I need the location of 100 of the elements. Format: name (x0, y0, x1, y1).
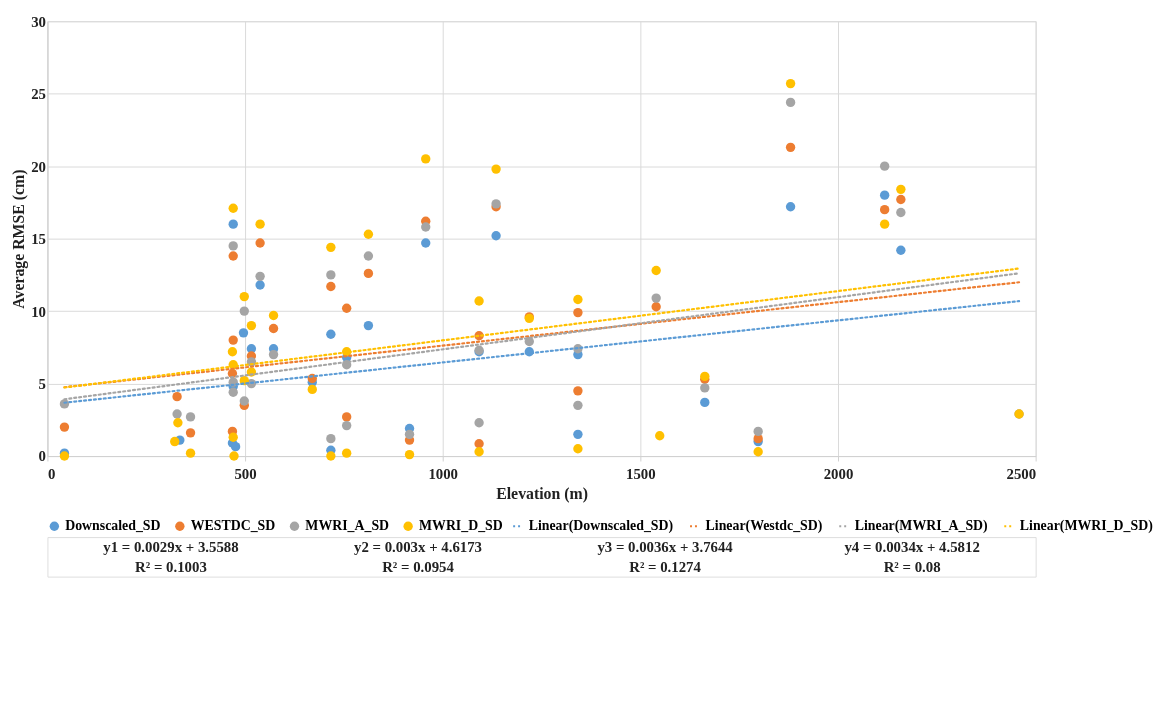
point (879, 204, 890, 215)
x-tick-label: 500 (234, 466, 257, 483)
legend-label: Linear(MWRI_A_SD) (854, 518, 988, 535)
point (341, 420, 352, 431)
point (474, 447, 484, 457)
point (229, 451, 239, 461)
point (341, 303, 352, 313)
point (185, 428, 196, 438)
point (879, 190, 890, 200)
point (230, 441, 241, 452)
point (421, 154, 431, 164)
point (363, 268, 374, 279)
point (753, 447, 763, 457)
point (341, 448, 352, 458)
x-axis-title: Elevation (m) (496, 485, 588, 504)
point (326, 451, 336, 461)
point (326, 329, 336, 339)
point (421, 222, 431, 232)
point (363, 229, 374, 239)
point (238, 328, 249, 338)
y-axis-title: Average RMSE (cm) (10, 169, 29, 309)
text: y3 = 0.0036x + 3.7644 (597, 538, 734, 555)
point (268, 323, 279, 334)
point (655, 431, 665, 441)
text: y2 = 0.003x + 4.6173 (354, 538, 483, 555)
point (172, 391, 182, 402)
point (404, 449, 415, 460)
point (491, 231, 501, 241)
point (246, 320, 257, 331)
point (255, 271, 265, 282)
point (573, 429, 583, 439)
point (326, 281, 336, 292)
point (785, 78, 796, 89)
legend-label: MWRI_D_SD (419, 518, 503, 534)
point (326, 242, 336, 253)
point (785, 142, 796, 153)
point (573, 386, 583, 396)
point (239, 291, 249, 302)
y-tick-label: 30 (31, 13, 46, 30)
x-tick-label: 1500 (626, 466, 656, 483)
point (363, 320, 374, 331)
point (879, 219, 890, 229)
y-tick-label: 15 (31, 231, 46, 248)
point (228, 241, 238, 251)
point (363, 251, 374, 261)
point (228, 387, 238, 397)
point (474, 418, 484, 428)
x-tick-label: 1000 (428, 466, 459, 483)
point (228, 203, 238, 213)
legend-label: WESTDC_SD (190, 518, 276, 534)
point (228, 432, 238, 442)
point (268, 310, 279, 321)
point (896, 207, 906, 218)
point (173, 418, 183, 428)
point (239, 396, 249, 406)
y-tick-label: 25 (31, 86, 46, 103)
y-tick-label: 10 (31, 303, 46, 320)
x-tick-label: 2000 (823, 466, 854, 483)
x-tick-label: 2500 (1006, 466, 1037, 483)
point (185, 448, 196, 458)
point (879, 161, 890, 171)
point (700, 397, 710, 408)
point (341, 412, 352, 422)
point (172, 409, 182, 419)
y-tick-label: 0 (38, 448, 46, 465)
point (651, 265, 661, 276)
point (753, 426, 763, 437)
point (474, 296, 484, 306)
point (239, 306, 249, 316)
text: R² = 0.0954 (382, 558, 455, 575)
point (255, 238, 265, 248)
point (326, 270, 336, 280)
point (491, 164, 501, 174)
point (896, 194, 906, 205)
legend-label: Linear(Downscaled_SD) (528, 518, 674, 535)
point (573, 444, 583, 454)
text: y1 = 0.0029x + 3.5588 (103, 538, 239, 555)
text: R² = 0.08 (883, 558, 941, 575)
text: R² = 0.1274 (629, 558, 702, 575)
y-tick-label: 20 (31, 158, 46, 175)
point (421, 238, 431, 248)
point (228, 335, 238, 345)
point (573, 400, 583, 411)
point (700, 383, 710, 393)
text: R² = 0.1003 (135, 558, 207, 575)
legend-label: Downscaled_SD (65, 518, 161, 534)
text: y4 = 0.0034x + 4.5812 (844, 538, 980, 555)
point (307, 384, 317, 395)
point (228, 251, 238, 261)
point (227, 347, 238, 357)
point (573, 294, 583, 305)
point (228, 219, 238, 229)
point (255, 219, 265, 229)
point (255, 280, 265, 290)
point (404, 429, 415, 439)
point (651, 293, 661, 303)
point (170, 436, 180, 447)
point (185, 412, 196, 422)
point (268, 349, 279, 360)
point (896, 184, 906, 195)
